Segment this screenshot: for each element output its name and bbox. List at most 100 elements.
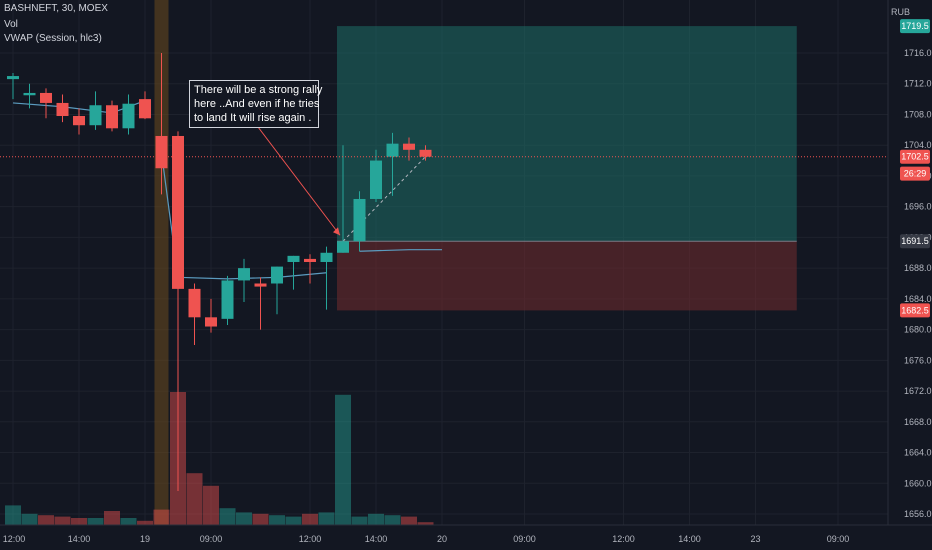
time-tick-label: 20 — [437, 534, 447, 544]
price-label-box — [900, 19, 930, 34]
candle — [221, 275, 234, 325]
time-tick-label: 09:00 — [827, 534, 850, 544]
price-tick-label: 1660.0 — [904, 478, 932, 488]
volume-bar — [71, 518, 87, 525]
price-axis-background — [888, 0, 932, 550]
volume-histogram — [5, 392, 434, 525]
candle-body — [122, 103, 135, 129]
candle-body — [7, 76, 19, 80]
candle — [205, 298, 217, 333]
candle-body — [287, 255, 300, 262]
volume-bar — [186, 473, 203, 525]
volume-bar — [351, 516, 368, 525]
candle-body — [370, 160, 382, 199]
candle — [419, 145, 432, 161]
price-label-last: 1702.5 — [900, 149, 930, 164]
price-label-text: 1682.5 — [901, 305, 929, 315]
volume-bar — [21, 513, 38, 525]
candle-body — [56, 102, 69, 117]
price-tick-label: 1704.0 — [904, 140, 932, 150]
candle — [254, 277, 267, 330]
candle-body — [73, 116, 85, 126]
currency-label: RUB — [891, 7, 911, 17]
legend-symbol[interactable]: BASHNEFT, 30, MOEX — [4, 3, 108, 14]
price-tick-label: 1668.0 — [904, 417, 932, 427]
price-tick-label: 1696.0 — [904, 202, 932, 212]
time-tick-label: 09:00 — [200, 534, 223, 544]
price-tick-label: 1656.0 — [904, 509, 932, 519]
candle — [40, 88, 52, 119]
annotation-line-3: to land It will rise again . — [194, 112, 312, 124]
candle-body — [403, 143, 415, 150]
volume-bar — [269, 515, 285, 525]
price-tick-label: 1712.0 — [904, 79, 932, 89]
target-zone[interactable] — [337, 26, 797, 242]
time-axis-background — [0, 525, 932, 550]
candle-body — [89, 105, 102, 126]
time-tick-label: 23 — [750, 534, 760, 544]
price-label-text: 1719.5 — [901, 21, 929, 31]
candle — [122, 94, 135, 135]
volume-bar — [335, 394, 351, 525]
long-position-tool[interactable] — [337, 26, 797, 311]
candle-body — [271, 266, 283, 284]
candle — [271, 266, 283, 315]
candle — [304, 254, 316, 284]
arrow-head — [333, 227, 340, 236]
candle-body — [205, 317, 217, 327]
session-start-highlight — [154, 0, 169, 525]
annotation-line-2: here ..And even if he tries — [194, 98, 320, 110]
legend-volume[interactable]: Vol — [4, 19, 18, 30]
price-axis[interactable]: 1656.0 1660.0 1664.0 1668.0 1672.0 1676.0 1680… — [887, 0, 932, 550]
arrow-line — [257, 126, 341, 236]
price-tick-label: 1664.0 — [904, 448, 932, 458]
volume-bar — [38, 515, 54, 525]
price-label-box — [900, 149, 930, 164]
time-tick-label: 12:00 — [3, 534, 26, 544]
candle — [188, 283, 201, 345]
time-tick-label: 19 — [140, 534, 150, 544]
annotation-arrow — [257, 126, 341, 236]
candle-body — [188, 288, 201, 318]
price-label-box — [900, 234, 930, 249]
stop-zone[interactable] — [337, 241, 797, 311]
price-label-stop: 1682.5 — [900, 303, 930, 318]
candle — [353, 191, 366, 252]
candle-body — [221, 280, 234, 319]
candle-body — [40, 92, 52, 103]
candle — [320, 246, 333, 310]
candle-body — [304, 258, 316, 262]
time-tick-label: 09:00 — [513, 534, 536, 544]
price-label-text: 1691.5 — [901, 236, 929, 246]
price-tick-label: 1672.0 — [904, 386, 932, 396]
candle-body — [155, 135, 168, 169]
legend-vwap[interactable]: VWAP (Session, hlc3) — [4, 33, 102, 44]
price-label-text: 26:29 — [904, 169, 927, 179]
candlestick-series — [7, 53, 432, 491]
volume-bar — [302, 513, 318, 525]
session-highlight — [154, 0, 169, 525]
volume-bar — [384, 515, 401, 525]
annotation-line-1: There will be a strong rally — [194, 84, 323, 96]
volume-bar — [285, 516, 302, 525]
time-axis[interactable]: 12:00 14:00 19 09:00 12:00 14:00 20 09:00 12:00 1… — [0, 524, 932, 550]
volume-bar — [87, 518, 104, 525]
time-tick-label: 12:00 — [299, 534, 322, 544]
volume-bar — [203, 485, 219, 525]
price-label-box — [900, 166, 930, 181]
annotation-callout[interactable]: There will be a strong rally here ..And … — [189, 80, 323, 128]
candle — [7, 72, 19, 100]
price-tick-label: 1676.0 — [904, 355, 932, 365]
time-tick-label: 14:00 — [678, 534, 701, 544]
volume-bar — [219, 508, 236, 525]
volume-bar — [104, 511, 120, 525]
candle — [287, 255, 300, 290]
candle — [89, 91, 102, 130]
candle — [386, 132, 399, 196]
candle — [238, 258, 250, 302]
price-label-countdown: 26:29 — [900, 166, 930, 181]
volume-bar — [120, 518, 137, 525]
candle-body — [419, 149, 432, 157]
candle-body — [320, 252, 333, 262]
